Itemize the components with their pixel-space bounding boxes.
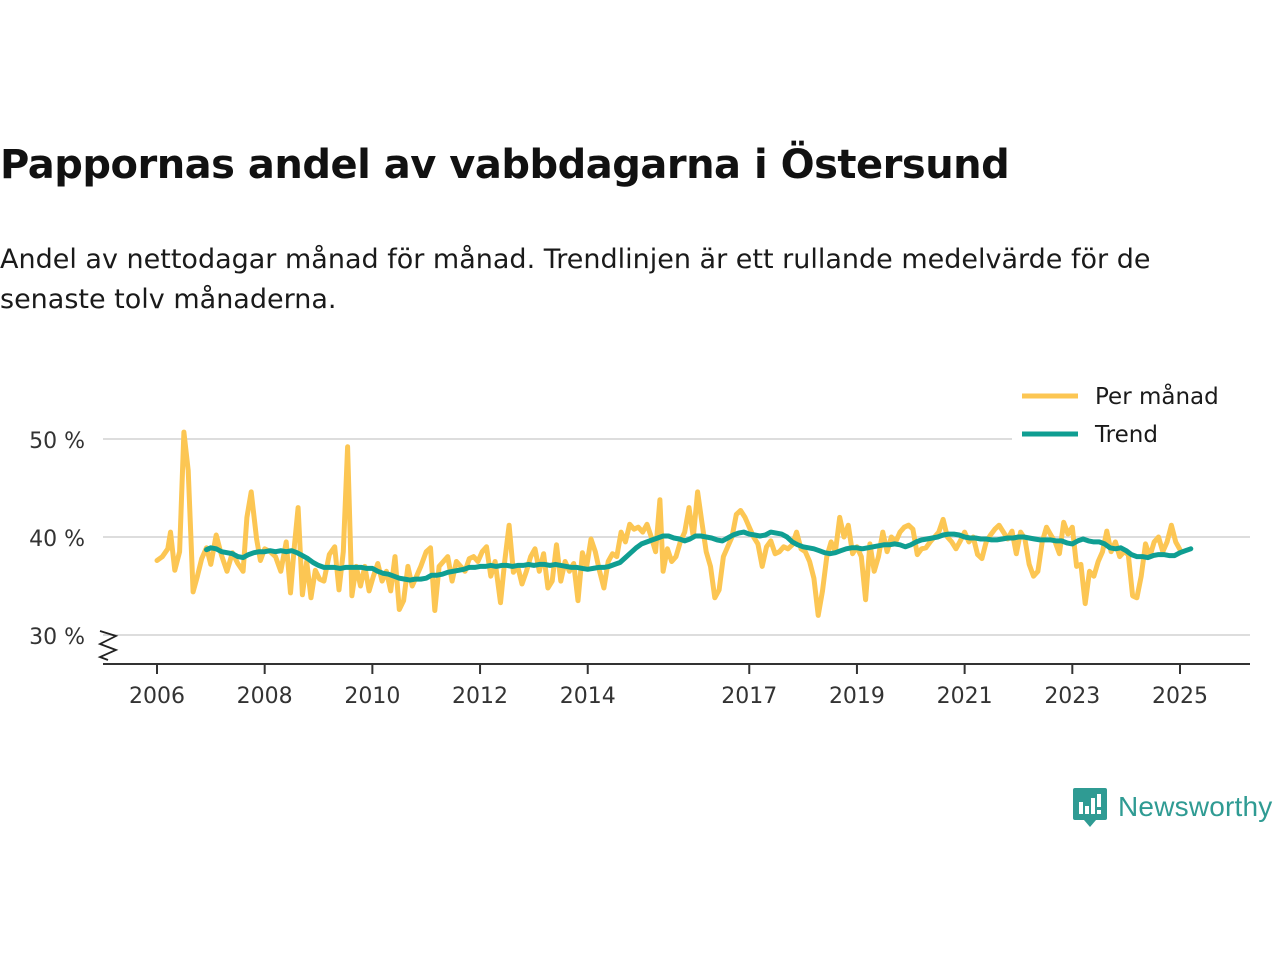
legend: Per månad Trend (1012, 378, 1250, 450)
brand-name: Newsworthy (1118, 791, 1273, 822)
x-tick-label: 2023 (1044, 684, 1100, 709)
x-axis: 2006 2008 2010 2012 2014 2017 2019 2021 2023 2025 (97, 630, 1250, 709)
legend-label: Trend (1094, 422, 1158, 448)
x-tick-label: 2008 (237, 684, 293, 709)
series-layer (154, 429, 1194, 618)
series-line-trend (204, 529, 1194, 583)
x-tick-label: 2014 (560, 684, 616, 709)
x-tick-label: 2017 (721, 684, 777, 709)
newsworthy-icon (1073, 788, 1107, 827)
y-tick-label: 50 % (29, 429, 85, 454)
y-tick-label: 30 % (29, 625, 85, 650)
newsworthy-logo: Newsworthy (1072, 786, 1272, 828)
x-tick-label: 2010 (344, 684, 400, 709)
chart-subtitle: Andel av nettodagar månad för månad. Tre… (0, 244, 1151, 315)
x-tick-label: 2019 (829, 684, 885, 709)
series-line-per-manad (154, 429, 1183, 618)
y-axis-labels: 30 % 40 % 50 % (29, 429, 85, 650)
x-tick-label: 2012 (452, 684, 508, 709)
x-tick-label: 2025 (1152, 684, 1208, 709)
x-tick-label: 2006 (129, 684, 185, 709)
axis-break-icon (97, 630, 119, 661)
y-tick-label: 40 % (29, 527, 85, 552)
legend-label: Per månad (1095, 382, 1219, 410)
legend-background (1012, 378, 1250, 450)
chart-title: Pappornas andel av vabbdagarna i Östersu… (0, 142, 1010, 188)
line-chart: 30 % 40 % 50 % 2006 2008 2010 2012 2014 2017 201… (29, 378, 1250, 709)
x-tick-label: 2021 (937, 684, 993, 709)
